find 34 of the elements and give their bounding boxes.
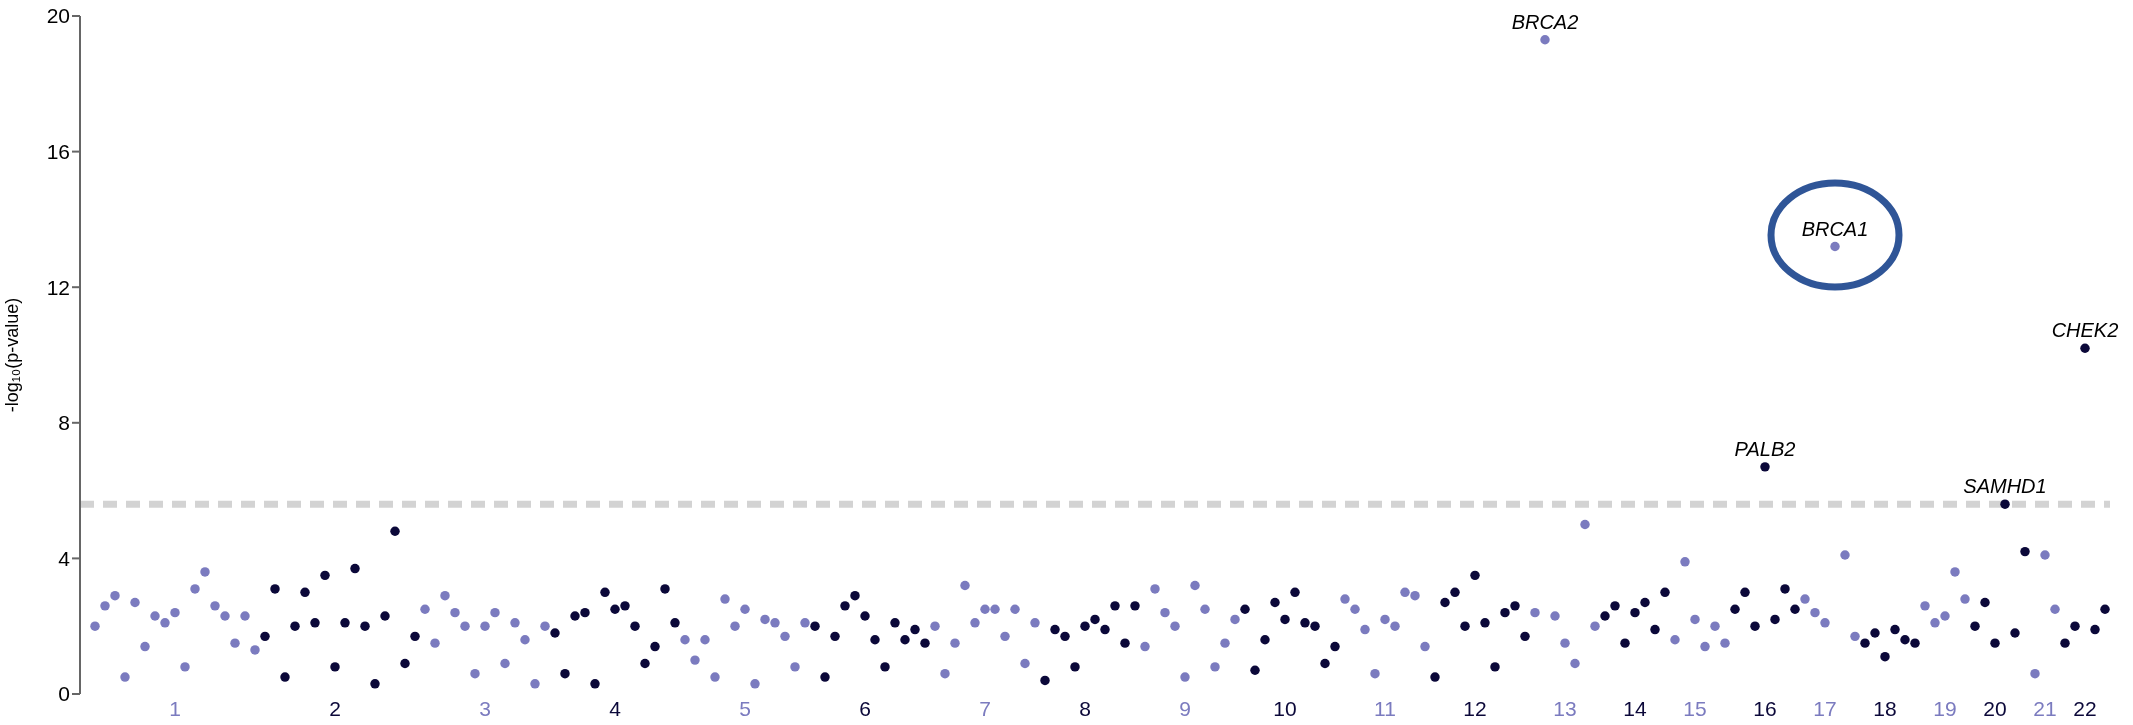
x-tick-label: 6 xyxy=(859,697,871,720)
annotation: CHEK2 xyxy=(2051,319,2119,342)
x-tick-label: 8 xyxy=(1079,697,1091,720)
x-tick-label: 2 xyxy=(329,697,341,720)
annotation: PALB2 xyxy=(1734,437,1796,460)
x-tick-label: 12 xyxy=(1463,697,1487,720)
x-tick-label: 11 xyxy=(1374,697,1396,720)
annotation: BRCA1 xyxy=(1801,217,1869,240)
annotation: SAMHD1 xyxy=(1963,475,2047,498)
x-tick-label: 9 xyxy=(1179,697,1191,720)
x-tick-label: 22 xyxy=(2073,697,2097,720)
x-tick-label: 13 xyxy=(1553,697,1577,720)
x-tick-label: 4 xyxy=(609,697,622,720)
y-tick-label: 0 xyxy=(58,682,70,706)
x-tick-label: 14 xyxy=(1623,697,1647,720)
y-tick-label: 20 xyxy=(46,4,70,28)
x-tick-label: 20 xyxy=(1983,697,2007,720)
x-tick-label: 18 xyxy=(1873,697,1897,720)
y-axis-title: -log₁₀(p-value) xyxy=(2,297,23,413)
x-tick-label: 7 xyxy=(979,697,991,720)
x-tick-label: 15 xyxy=(1683,697,1707,720)
y-tick-label: 4 xyxy=(58,546,71,570)
x-tick-label: 16 xyxy=(1753,697,1777,720)
annotation: BRCA2 xyxy=(1511,10,1579,33)
y-tick-label: 12 xyxy=(46,275,70,299)
x-tick-label: 10 xyxy=(1273,697,1297,720)
x-tick-label: 19 xyxy=(1933,697,1957,720)
x-tick-label: 1 xyxy=(169,697,181,720)
y-tick-label: 16 xyxy=(46,140,70,164)
y-tick-label: 8 xyxy=(58,411,70,435)
x-tick-label: 21 xyxy=(2033,697,2057,720)
x-tick-label: 17 xyxy=(1813,697,1837,720)
x-tick-label: 5 xyxy=(739,697,751,720)
x-tick-label: 3 xyxy=(479,697,491,720)
